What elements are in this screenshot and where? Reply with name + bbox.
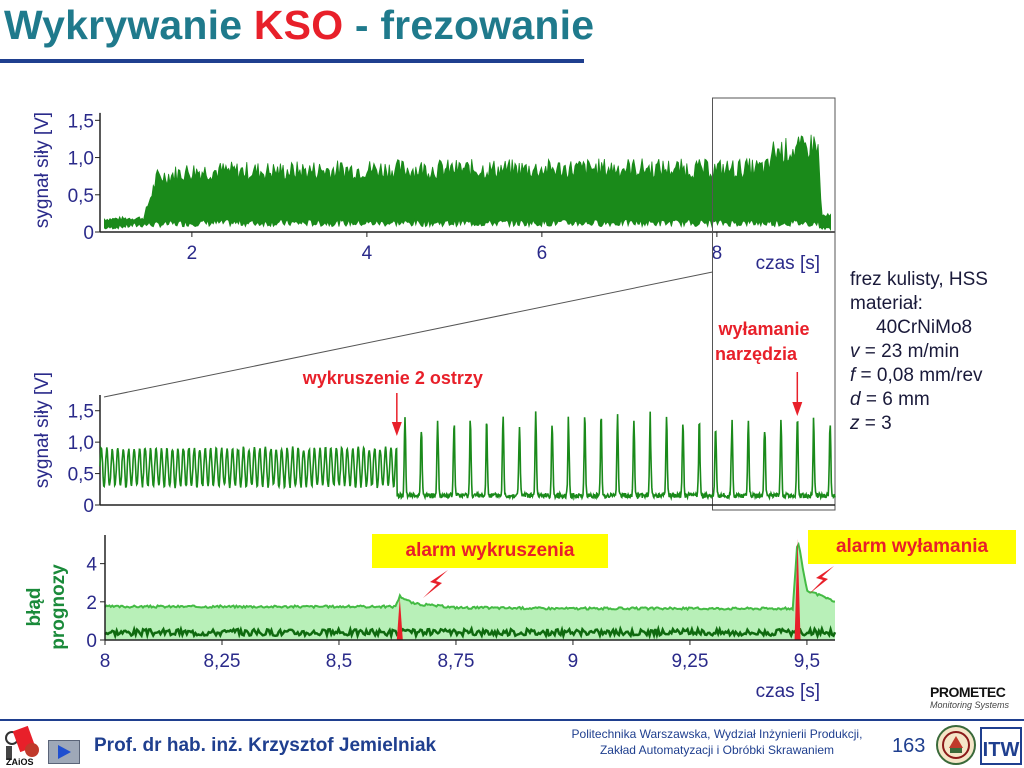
- y-axis-label-line-1: błąd: [24, 587, 45, 626]
- x-axis-label: czas [s]: [756, 681, 820, 702]
- university-seal-icon: [936, 725, 976, 765]
- author-name: Prof. dr hab. inż. Krzysztof Jemielniak: [94, 735, 437, 756]
- slide-title: Wykrywanie KSO - frezowanie: [4, 2, 594, 49]
- param-d: d = 6 mm: [850, 389, 930, 410]
- alarm-chipping-label: alarm wykruszenia: [372, 534, 608, 568]
- alarm-breakage-label: alarm wyłamania: [808, 530, 1016, 564]
- y-tick-label: 0: [83, 223, 94, 244]
- error-signal-series: [104, 624, 837, 641]
- y-tick-label: 4: [86, 555, 97, 576]
- lightning-chipping-icon: [423, 570, 448, 598]
- chart-prediction-error: 0 2 4 8 8,25 8,5 8,75 9 9,25 9,5 czas [s] błąd progn…: [24, 535, 837, 702]
- title-underline: [0, 59, 584, 63]
- x-tick-label: 8,75: [437, 651, 474, 672]
- institution-line-1: Politechnika Warszawska, Wydział Inżynie…: [571, 727, 863, 741]
- x-tick-label: 8: [712, 243, 723, 264]
- param-v: v = 23 m/min: [850, 341, 960, 362]
- annotation-chipping-arrowhead: [391, 422, 402, 436]
- x-tick-label: 8: [100, 651, 111, 672]
- x-tick-label: 2: [187, 243, 198, 264]
- annotation-breakage-line-1: wyłamanie: [717, 319, 809, 339]
- title-highlight: KSO: [253, 2, 344, 48]
- annotation-chipping: wykruszenie 2 ostrzy: [302, 368, 483, 388]
- y-tick-label: 1,5: [68, 402, 94, 423]
- alarm-marker: [396, 598, 403, 640]
- zaios-logo-icon: ZAiOS: [5, 725, 39, 766]
- x-axis-label: czas [s]: [756, 253, 820, 274]
- prometec-logo-subtitle: Monitoring Systems: [930, 700, 1010, 710]
- itw-logo-icon: ITW: [980, 727, 1022, 765]
- page-number: 163: [892, 735, 926, 757]
- y-tick-label: 2: [86, 593, 97, 614]
- y-tick-label: 1,5: [68, 111, 94, 132]
- signal-series: [104, 134, 831, 232]
- prometec-logo-icon: PROMETEC Monitoring Systems: [930, 684, 1022, 720]
- y-axis-label-line-2: prognozy: [48, 564, 69, 650]
- y-axis-label: sygnał siły [V]: [32, 372, 53, 488]
- zoom-connector-lines: [103, 271, 713, 398]
- itw-logo-text: ITW: [983, 739, 1020, 761]
- title-part-1: Wykrywanie: [4, 2, 254, 48]
- y-tick-label: 1,0: [68, 433, 94, 454]
- error-threshold-series: [104, 541, 836, 612]
- charts-canvas: 00,51,01,52 4 6 8 czas [s]sygnał siły [V] 00…: [24, 97, 837, 702]
- institution: Politechnika Warszawska, Wydział Inżynie…: [562, 726, 872, 758]
- zaios-logo-text: ZAiOS: [6, 757, 34, 766]
- y-tick-label: 1,0: [68, 149, 94, 170]
- machining-parameters: frez kulisty, HSS materiał: 40CrNiMo8 v …: [850, 268, 988, 436]
- footer-rule: [0, 719, 1024, 721]
- annotation-breakage-line-2: narzędzia: [715, 344, 798, 364]
- param-z: z = 3: [850, 413, 892, 434]
- x-tick-label: 4: [362, 243, 373, 264]
- next-slide-button[interactable]: [48, 740, 80, 764]
- x-tick-label: 8,25: [203, 651, 240, 672]
- x-tick-label: 6: [537, 243, 548, 264]
- lightning-breakage-icon: [809, 566, 834, 594]
- prometec-logo-text: PROMETEC: [930, 684, 1006, 700]
- x-tick-label: 9,25: [671, 651, 708, 672]
- title-part-2: - frezowanie: [343, 2, 595, 48]
- alarm-marker: [794, 538, 801, 640]
- zoomed-signal-series: [99, 411, 836, 502]
- x-tick-label: 8,5: [326, 651, 352, 672]
- x-tick-label: 9,5: [794, 651, 820, 672]
- y-tick-label: 0: [83, 496, 94, 517]
- param-f: f = 0,08 mm/rev: [850, 365, 983, 386]
- zoom-window-frame: [712, 97, 836, 511]
- error-area-fill: [105, 544, 835, 640]
- param-tool: frez kulisty, HSS: [850, 269, 988, 290]
- y-axis-label: sygnał siły [V]: [32, 112, 53, 228]
- y-tick-label: 0: [86, 631, 97, 652]
- annotation-breakage-arrowhead: [792, 402, 803, 416]
- chart-zoomed-signal: 0 0,5 1,0 1,5 sygnał siły [V] wykruszenie 2 o…: [32, 319, 836, 517]
- param-material: 40CrNiMo8: [876, 317, 973, 338]
- chart-overview: 0 0,5 1,0 1,5 2 4 6 8 czas [s] sygnał siły [V]: [32, 97, 836, 511]
- zoom-connector-left: [103, 271, 713, 398]
- x-tick-label: 9: [568, 651, 579, 672]
- param-material-label: materiał:: [850, 293, 923, 314]
- institution-line-2: Zakład Automatyzacji i Obróbki Skrawanie…: [599, 743, 835, 757]
- next-slide-arrow-icon: [58, 745, 71, 759]
- y-tick-label: 0,5: [68, 186, 94, 207]
- y-tick-label: 0,5: [68, 465, 94, 486]
